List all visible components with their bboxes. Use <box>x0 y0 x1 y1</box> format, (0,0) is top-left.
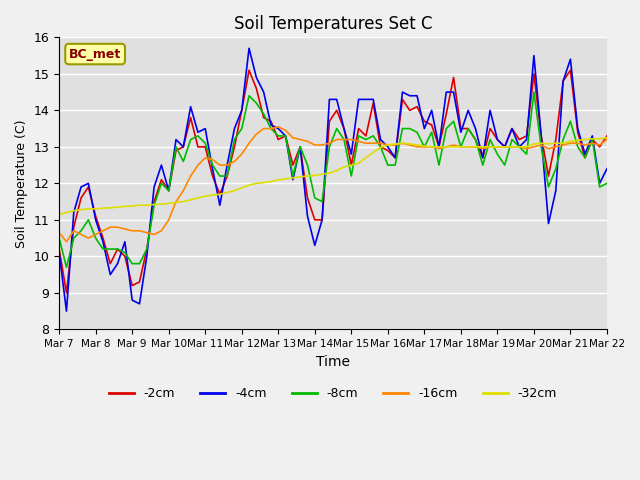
X-axis label: Time: Time <box>316 355 350 369</box>
Legend: -2cm, -4cm, -8cm, -16cm, -32cm: -2cm, -4cm, -8cm, -16cm, -32cm <box>104 382 562 405</box>
Title: Soil Temperatures Set C: Soil Temperatures Set C <box>234 15 432 33</box>
Y-axis label: Soil Temperature (C): Soil Temperature (C) <box>15 119 28 248</box>
Text: BC_met: BC_met <box>69 48 121 60</box>
